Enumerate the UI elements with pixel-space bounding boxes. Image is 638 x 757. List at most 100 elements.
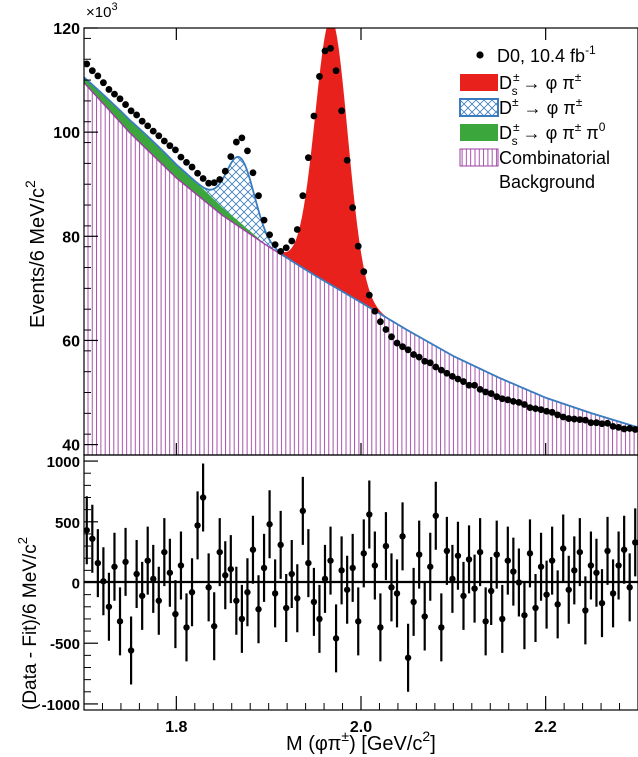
residual-point — [421, 613, 428, 620]
data-point — [111, 90, 118, 98]
residual-point — [632, 539, 638, 546]
y-tick-label: 120 — [53, 21, 80, 38]
residual-point — [216, 548, 223, 556]
legend-item-combinatorial: Combinatorial Background — [459, 148, 610, 192]
data-point — [199, 175, 207, 182]
residual-point — [305, 559, 312, 567]
residual-point — [499, 615, 506, 623]
top-axes: 40 60 80 100 120 — [53, 21, 547, 456]
data-point — [122, 101, 129, 108]
residual-point — [360, 550, 367, 557]
residual-point — [626, 584, 633, 591]
residual-point — [133, 570, 140, 578]
data-point — [144, 122, 152, 130]
data-point — [376, 318, 384, 326]
res-y-tick-label: 500 — [55, 515, 80, 532]
res-y-tick-label: 1000 — [47, 454, 80, 471]
data-point — [327, 44, 334, 52]
residual-point — [105, 603, 113, 610]
residual-point — [438, 624, 445, 631]
data-point — [255, 192, 262, 200]
data-point — [155, 132, 163, 140]
residual-point — [249, 546, 257, 553]
residual-point — [144, 557, 151, 564]
data-point — [244, 147, 251, 155]
data-point — [172, 146, 179, 154]
data-point — [94, 72, 102, 80]
data-point — [238, 134, 246, 142]
data-point — [277, 247, 285, 255]
residual-point — [210, 623, 218, 630]
residual-point — [327, 557, 334, 564]
residual-point — [515, 579, 523, 586]
legend-item-dplus-phipi: D± → φ π± — [459, 95, 583, 118]
data-point — [310, 112, 318, 120]
data-point — [460, 378, 467, 385]
residual-point — [554, 601, 561, 608]
data-point — [321, 47, 329, 55]
residual-point — [338, 567, 345, 574]
residual-point — [399, 533, 406, 540]
data-point — [188, 163, 196, 171]
bottom-panel: -1000 -500 0 500 1000 1.8 2.0 2.2 (Data - Fit)/… — [15, 454, 638, 755]
data-point — [437, 366, 445, 374]
data-point — [299, 192, 307, 200]
residual-point — [233, 597, 240, 604]
data-point — [631, 426, 638, 433]
svg-text:D± → φ π±: D± → φ π± — [499, 95, 583, 118]
total-fit-curve — [84, 76, 638, 429]
residual-point — [377, 624, 384, 631]
data-point — [426, 359, 434, 367]
y-multiplier: ×103 — [86, 1, 118, 21]
residual-point — [537, 563, 545, 570]
residual-point — [620, 546, 628, 553]
data-point — [349, 204, 357, 212]
data-point — [210, 179, 218, 187]
data-point — [127, 107, 135, 115]
data-point — [570, 415, 578, 423]
residual-point — [227, 565, 235, 573]
residual-point — [593, 569, 600, 576]
data-point — [454, 375, 462, 383]
residual-point — [393, 590, 401, 597]
data-point — [332, 67, 340, 75]
residual-point — [349, 564, 356, 572]
svg-text:D0, 10.4 fb-1: D0, 10.4 fb-1 — [497, 43, 596, 66]
data-point — [609, 422, 617, 430]
res-y-tick-label: -500 — [50, 636, 80, 653]
data-point — [620, 425, 628, 433]
data-point — [166, 142, 174, 150]
residual-point — [150, 575, 157, 583]
residual-point — [177, 562, 185, 569]
data-point — [304, 154, 312, 162]
residual-point — [111, 563, 118, 570]
residual-point — [194, 522, 201, 529]
data-point — [515, 399, 523, 406]
residual-point — [172, 610, 179, 618]
legend-swatch-blue — [459, 98, 499, 117]
data-point — [554, 411, 562, 419]
data-point — [509, 397, 517, 405]
data-point — [526, 404, 534, 412]
data-point — [343, 156, 351, 164]
data-point — [576, 416, 584, 423]
residual-point — [543, 591, 550, 598]
residual-point — [343, 586, 351, 593]
data-point — [249, 169, 257, 177]
residual-point — [532, 604, 539, 612]
residual-point — [122, 558, 129, 566]
data-point — [371, 307, 379, 315]
data-point — [498, 395, 506, 403]
data-point — [504, 396, 512, 404]
data-point — [404, 346, 412, 354]
residual-point — [427, 563, 434, 570]
residual-point — [476, 548, 484, 556]
residual-point — [277, 541, 284, 549]
legend: D0, 10.4 fb-1 D± s → φ π± D± → φ π± D± s →… — [459, 43, 610, 192]
data-point — [399, 343, 406, 351]
data-point — [288, 237, 296, 245]
data-point — [548, 408, 556, 416]
svg-text:Background: Background — [499, 172, 595, 192]
residual-point — [84, 527, 90, 534]
